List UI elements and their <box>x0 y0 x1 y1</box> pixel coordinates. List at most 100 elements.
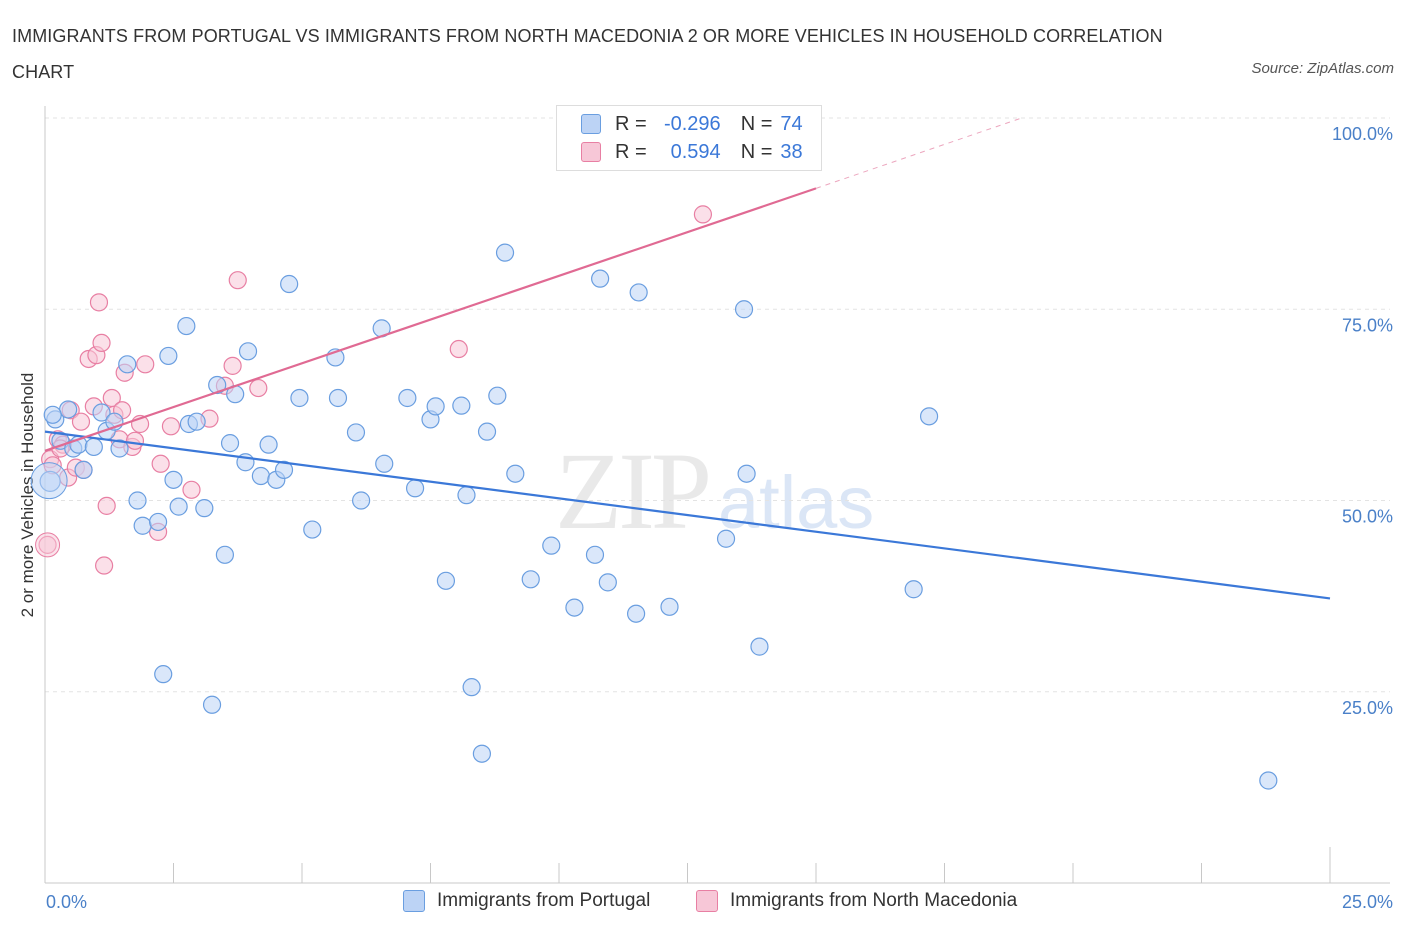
portugal-point <box>542 536 561 555</box>
portugal-point <box>159 346 178 366</box>
portugal-point <box>274 460 294 479</box>
r-value-portugal: -0.296 <box>663 112 721 135</box>
n-value-portugal: 74 <box>780 112 803 135</box>
legend-swatch-portugal <box>403 890 425 912</box>
portugal-point <box>375 454 394 473</box>
portugal-point <box>303 520 322 539</box>
chart-title: IMMIGRANTS FROM PORTUGAL VS IMMIGRANTS F… <box>12 26 1163 82</box>
portugal-point <box>195 499 214 518</box>
portugal-point <box>208 375 227 395</box>
portugal-point <box>734 300 754 319</box>
macedonia-point <box>449 339 468 359</box>
portugal-point <box>346 423 366 442</box>
x-tick-label-max: 25.0% <box>1342 892 1393 912</box>
n-label: N = <box>740 140 773 163</box>
portugal-point <box>626 604 646 623</box>
portugal-point <box>118 355 137 374</box>
portugal-point <box>290 388 309 408</box>
portugal-point <box>521 570 540 589</box>
watermark-zip: ZIP <box>555 430 708 552</box>
macedonia-point <box>95 556 114 575</box>
portugal-point <box>591 269 610 288</box>
portugal-point <box>585 545 605 564</box>
portugal-point <box>238 342 258 361</box>
portugal-point <box>110 439 129 458</box>
portugal-point <box>328 388 348 408</box>
portugal-point <box>477 422 497 441</box>
legend-row-portugal: R = -0.296 N = 74 <box>581 112 803 136</box>
portugal-point <box>660 597 679 616</box>
legend-swatch-macedonia <box>696 890 718 912</box>
legend-label-macedonia: Immigrants from North Macedonia <box>730 890 1018 911</box>
macedonia-point <box>161 417 181 436</box>
legend-swatch-portugal <box>581 114 601 134</box>
trend-line-macedonia <box>44 187 817 452</box>
macedonia-point <box>89 293 109 312</box>
portugal-point <box>495 243 515 262</box>
portugal-point <box>169 497 188 516</box>
portugal-point <box>128 491 147 510</box>
macedonia-point <box>249 378 268 398</box>
series-legend: Immigrants from Portugal Immigrants from… <box>0 890 1406 916</box>
macedonia-point <box>97 496 116 515</box>
portugal-point <box>716 529 736 548</box>
legend-item-portugal[interactable]: Immigrants from Portugal <box>403 890 650 912</box>
portugal-point <box>436 571 456 590</box>
legend-swatch-macedonia <box>581 142 601 162</box>
r-label: R = <box>615 140 647 163</box>
trend-line-macedonia-extension <box>815 117 1022 189</box>
macedonia-point <box>182 480 201 499</box>
portugal-point <box>251 466 270 486</box>
portugal-point <box>59 400 78 419</box>
legend-item-macedonia[interactable]: Immigrants from North Macedonia <box>696 890 1017 912</box>
portugal-point <box>472 744 491 763</box>
macedonia-point <box>228 271 247 290</box>
portugal-point <box>904 580 923 599</box>
portugal-point <box>259 435 278 454</box>
portugal-point <box>133 516 152 535</box>
portugal-point <box>187 412 206 431</box>
portugal-point <box>488 386 507 405</box>
portugal-point <box>405 479 425 498</box>
legend-label-portugal: Immigrants from Portugal <box>437 890 651 911</box>
portugal-point-large <box>30 462 68 500</box>
portugal-point <box>215 545 234 564</box>
portugal-point <box>919 407 939 426</box>
portugal-point <box>457 486 476 505</box>
macedonia-point <box>136 355 155 374</box>
macedonia-point <box>151 454 170 473</box>
legend-row-macedonia: R = 0.594 N = 38 <box>581 140 803 164</box>
portugal-point <box>164 470 183 489</box>
r-label: R = <box>615 112 647 135</box>
portugal-point <box>565 598 584 617</box>
y-tick-label: 100.0% <box>1332 124 1393 144</box>
portugal-point <box>177 316 196 336</box>
portugal-point <box>220 434 240 453</box>
y-tick-label: 50.0% <box>1342 507 1393 527</box>
macedonia-point <box>125 431 145 450</box>
macedonia-point <box>223 356 242 375</box>
macedonia-point <box>71 412 91 431</box>
portugal-point <box>148 512 168 532</box>
portugal-point <box>629 283 648 302</box>
portugal-point <box>92 403 111 422</box>
n-label: N = <box>740 112 773 135</box>
portugal-point <box>43 405 62 424</box>
correlation-legend: R = -0.296 N = 74 R = 0.594 N = 38 <box>556 105 822 171</box>
macedonia-point <box>693 205 713 224</box>
portugal-point <box>462 678 481 697</box>
trend-line-portugal <box>44 430 1331 600</box>
n-value-macedonia: 38 <box>780 140 803 163</box>
portugal-point <box>598 573 617 592</box>
x-tick-label-min: 0.0% <box>46 892 87 912</box>
portugal-point <box>74 460 93 479</box>
portugal-point <box>84 437 103 457</box>
r-value-macedonia: 0.594 <box>670 140 721 163</box>
portugal-point <box>398 388 417 408</box>
chart-source: Source: ZipAtlas.com <box>1251 60 1394 77</box>
portugal-point <box>352 491 371 510</box>
portugal-point <box>154 665 173 684</box>
portugal-point <box>737 464 756 483</box>
macedonia-point <box>92 333 111 353</box>
